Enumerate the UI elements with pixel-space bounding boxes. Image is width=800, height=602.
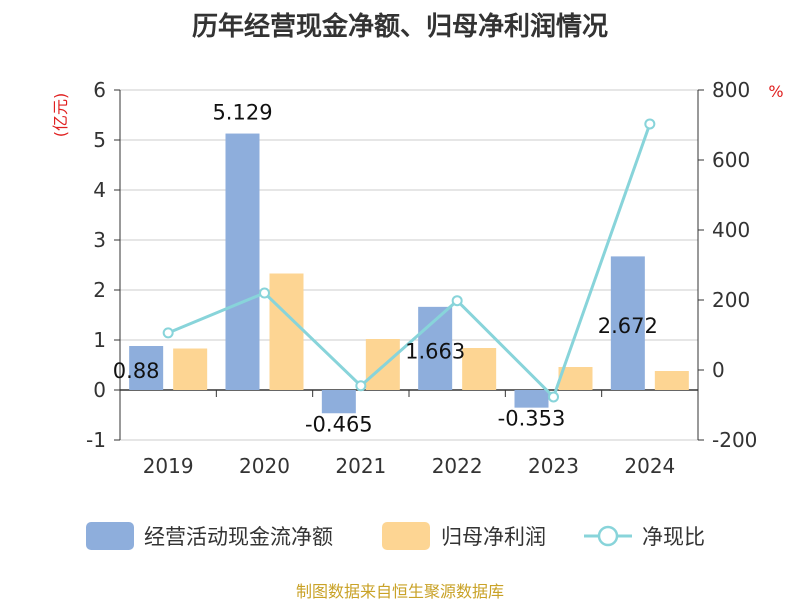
bar-data-label: 0.88 [113,359,160,383]
bar-cashflow [514,390,549,408]
bar-net-profit [462,348,497,390]
bar-data-label: 5.129 [212,101,272,125]
x-tick-label: 2021 [335,454,386,478]
chart-title: 历年经营现金净额、归母净利润情况 [191,12,608,42]
y-left-tick-label: -1 [86,428,106,452]
bar-net-profit [269,273,304,390]
line-point [355,380,367,392]
bar-cashflow [225,133,260,391]
y-left-tick-label: 4 [93,178,106,202]
x-tick-label: 2023 [528,454,579,478]
x-tick-label: 2019 [143,454,194,478]
bar-data-label: 1.663 [405,339,465,363]
bar-net-profit [654,371,689,390]
line-point [644,118,656,130]
bar-cashflow [321,390,356,414]
legend-label-net-profit: 归母净利润 [441,525,546,549]
bar-data-label: -0.353 [498,407,566,431]
y-right-tick-label: 600 [712,148,750,172]
bar-cashflow [610,256,645,390]
x-tick-label: 2024 [624,454,675,478]
y-left-tick-label: 2 [93,278,106,302]
legend-swatch-cashflow [86,522,134,550]
y-left-unit: (亿元) [51,93,70,138]
y-right-unit: % [768,82,783,101]
x-tick-label: 2020 [239,454,290,478]
legend-label-cash-ratio: 净现比 [642,525,705,549]
bar-data-label: -0.465 [305,412,373,436]
line-cash-ratio [167,123,652,400]
line-point [548,391,559,403]
bar-net-profit [558,367,593,390]
line-point [162,327,174,339]
bar-data-label: 2.672 [598,314,658,338]
y-left-tick-label: 5 [93,128,106,152]
x-tick-label: 2022 [432,454,483,478]
y-left-tick-label: 3 [93,228,106,252]
y-left-tick-label: 0 [93,378,106,402]
bar-net-profit [173,348,208,390]
y-left-tick-label: 1 [93,328,106,352]
y-left-tick-label: 6 [93,78,106,102]
legend-label-cashflow: 经营活动现金流净额 [144,525,333,549]
y-right-tick-label: 200 [712,288,750,312]
bar-cashflow [129,346,164,390]
y-right-tick-label: 400 [712,218,750,242]
line-point [451,295,463,307]
y-right-tick-label: -200 [712,428,757,452]
line-point [259,287,270,299]
legend-swatch-net-profit [382,522,430,550]
legend-marker-cash-ratio [597,525,619,547]
data-source-note: 制图数据来自恒生聚源数据库 [295,582,504,601]
y-right-tick-label: 0 [712,358,725,382]
y-right-tick-label: 800 [712,78,750,102]
